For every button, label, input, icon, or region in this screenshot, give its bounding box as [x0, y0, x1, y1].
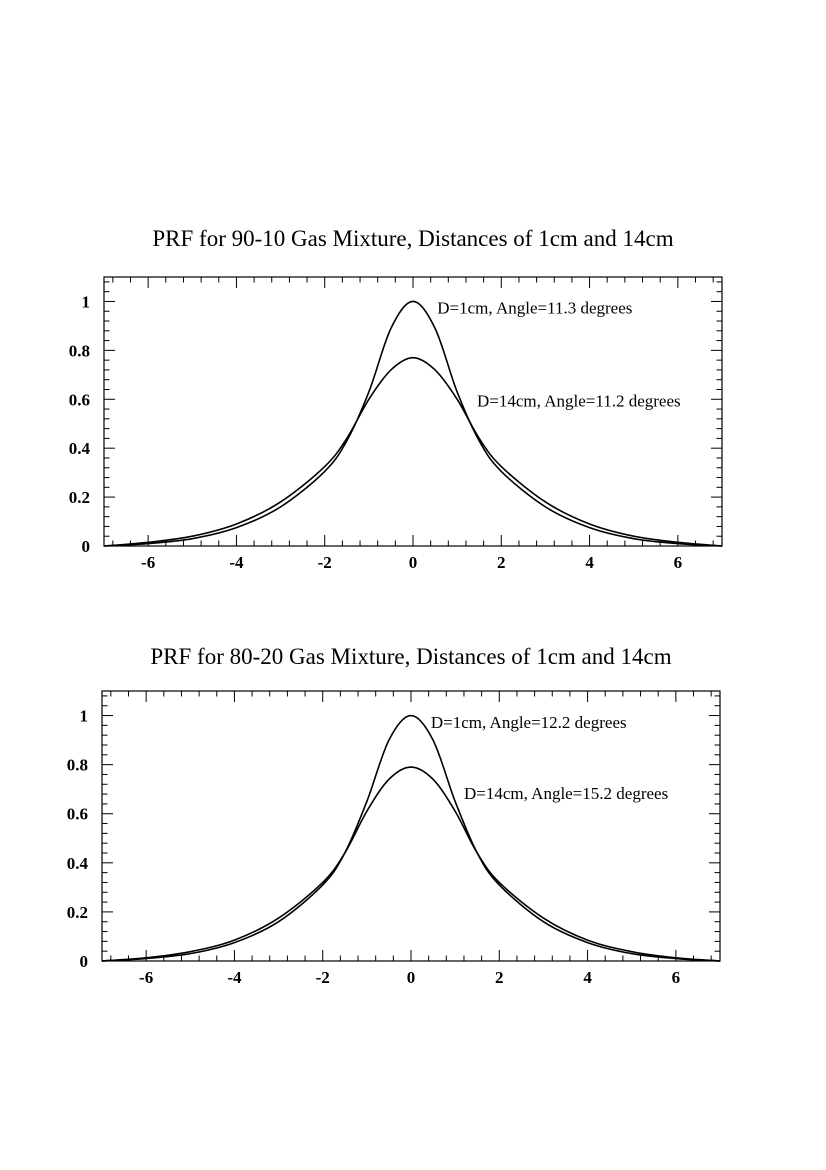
chart-2-x-tick-label: 2 [495, 968, 504, 987]
chart-2-annotation-2: D=14cm, Angle=15.2 degrees [464, 784, 668, 803]
chart-1-x-tick-label: 4 [585, 553, 594, 572]
chart-1-x-tick-label: 6 [674, 553, 683, 572]
chart-2-x-tick-label: -6 [139, 968, 153, 987]
chart-2-plot-frame [101, 690, 721, 962]
chart-2-y-tick-label: 0.2 [67, 903, 88, 922]
chart-1-x-tick-label: -4 [229, 553, 244, 572]
chart-2-annotation-1: D=1cm, Angle=12.2 degrees [431, 713, 627, 732]
chart-1-annotation-2: D=14cm, Angle=11.2 degrees [477, 392, 681, 411]
chart-1-x-tick-label: -2 [318, 553, 332, 572]
chart-1-group: PRF for 90-10 Gas Mixture, Distances of … [69, 226, 723, 572]
chart-2-x-tick-label: -2 [316, 968, 330, 987]
chart-1-y-tick-label: 0 [82, 537, 91, 556]
chart-2-x-tick-label: 4 [583, 968, 592, 987]
chart-1-y-tick-label: 0.6 [69, 390, 90, 409]
chart-1-title: PRF for 90-10 Gas Mixture, Distances of … [152, 226, 673, 251]
chart-1-y-tick-label: 1 [82, 292, 91, 311]
chart-2-y-tick-label: 1 [80, 707, 89, 726]
chart-1-annotation-1: D=1cm, Angle=11.3 degrees [437, 299, 632, 318]
chart-2-group: PRF for 80-20 Gas Mixture, Distances of … [67, 644, 721, 987]
chart-1-y-tick-label: 0.8 [69, 341, 90, 360]
chart-2-y-tick-label: 0 [80, 952, 89, 971]
chart-2-x-tick-label: 0 [407, 968, 416, 987]
chart-2-y-tick-label: 0.4 [67, 854, 89, 873]
chart-1-series-2-line [103, 356, 723, 547]
chart-2-title: PRF for 80-20 Gas Mixture, Distances of … [150, 644, 671, 669]
chart-2-y-tick-label: 0.6 [67, 805, 88, 824]
chart-1-x-tick-label: 0 [409, 553, 418, 572]
chart-1-y-tick-label: 0.2 [69, 488, 90, 507]
chart-1-y-tick-label: 0.4 [69, 439, 91, 458]
chart-1-series-1-line [103, 300, 723, 547]
chart-2-x-tick-label: -4 [227, 968, 242, 987]
chart-2-y-tick-label: 0.8 [67, 756, 88, 775]
chart-1-x-tick-label: -6 [141, 553, 155, 572]
chart-2-series-2-line [101, 766, 721, 962]
chart-2-series-1-line [101, 714, 721, 962]
chart-2-x-tick-label: 6 [672, 968, 681, 987]
chart-1-x-tick-label: 2 [497, 553, 506, 572]
